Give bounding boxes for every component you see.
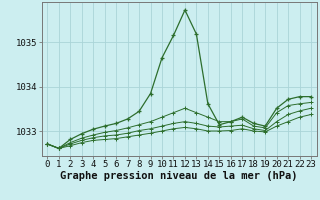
X-axis label: Graphe pression niveau de la mer (hPa): Graphe pression niveau de la mer (hPa) [60,171,298,181]
